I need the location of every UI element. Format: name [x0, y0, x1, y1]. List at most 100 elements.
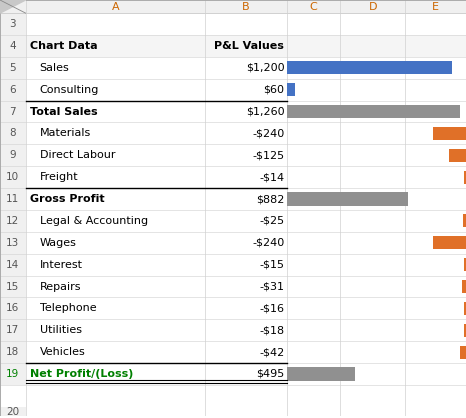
Text: -$25: -$25 — [259, 216, 284, 226]
Text: Utilities: Utilities — [40, 325, 82, 335]
Polygon shape — [0, 0, 26, 13]
Bar — [26, 13, 466, 35]
Text: Net Profit/(Loss): Net Profit/(Loss) — [30, 369, 134, 379]
Bar — [26, 166, 466, 188]
Bar — [433, 236, 466, 249]
Text: 10: 10 — [6, 172, 20, 182]
Bar — [0, 254, 26, 275]
Bar — [26, 79, 466, 101]
Bar — [460, 346, 466, 359]
Bar — [287, 83, 295, 96]
Bar — [0, 101, 26, 122]
Bar — [0, 298, 26, 319]
Text: -$42: -$42 — [259, 347, 284, 357]
Text: $1,200: $1,200 — [246, 63, 284, 73]
Bar — [0, 232, 26, 254]
Bar — [0, 188, 26, 210]
Bar — [0, 210, 26, 232]
Text: Total Sales: Total Sales — [30, 107, 98, 117]
Text: E: E — [432, 2, 439, 12]
Text: Repairs: Repairs — [40, 281, 81, 291]
Text: 8: 8 — [9, 128, 16, 138]
Bar — [0, 275, 26, 298]
Bar — [0, 0, 26, 13]
Text: 3: 3 — [9, 19, 16, 29]
Text: Telephone: Telephone — [40, 303, 96, 314]
Text: Legal & Accounting: Legal & Accounting — [40, 216, 148, 226]
Text: 15: 15 — [6, 281, 20, 291]
Bar — [0, 144, 26, 166]
Bar — [0, 79, 26, 101]
Text: -$16: -$16 — [259, 303, 284, 314]
Bar — [464, 302, 466, 315]
Bar — [0, 13, 26, 35]
Text: -$14: -$14 — [259, 172, 284, 182]
Bar — [287, 192, 408, 206]
Text: -$125: -$125 — [252, 150, 284, 160]
Bar — [464, 324, 466, 337]
Bar — [26, 35, 466, 57]
Bar — [464, 258, 466, 271]
Bar — [26, 319, 466, 341]
Text: Direct Labour: Direct Labour — [40, 150, 115, 160]
Bar — [0, 319, 26, 341]
Bar — [449, 149, 466, 162]
Text: $882: $882 — [256, 194, 284, 204]
Text: Chart Data: Chart Data — [30, 41, 98, 51]
Bar — [287, 61, 452, 74]
Bar — [0, 407, 26, 418]
Text: C: C — [309, 2, 317, 12]
Text: Sales: Sales — [40, 63, 69, 73]
Bar — [0, 122, 26, 144]
Text: Consulting: Consulting — [40, 85, 99, 94]
Text: 20: 20 — [6, 407, 20, 417]
Bar — [26, 254, 466, 275]
Bar — [287, 367, 355, 380]
Text: 19: 19 — [6, 369, 20, 379]
Bar — [26, 57, 466, 79]
Text: Materials: Materials — [40, 128, 91, 138]
Text: 9: 9 — [9, 150, 16, 160]
Bar — [26, 341, 466, 363]
Bar — [26, 144, 466, 166]
Text: -$240: -$240 — [252, 238, 284, 248]
Bar — [464, 171, 466, 184]
Text: 5: 5 — [9, 63, 16, 73]
Bar — [0, 57, 26, 79]
Text: Gross Profit: Gross Profit — [30, 194, 105, 204]
Bar — [0, 35, 26, 57]
Text: $495: $495 — [256, 369, 284, 379]
Text: 14: 14 — [6, 260, 20, 270]
Text: 4: 4 — [9, 41, 16, 51]
Bar — [26, 232, 466, 254]
Text: -$31: -$31 — [259, 281, 284, 291]
Text: 6: 6 — [9, 85, 16, 94]
Bar — [463, 214, 466, 227]
Bar — [0, 0, 466, 13]
Bar — [26, 188, 466, 210]
Text: A: A — [111, 2, 119, 12]
Bar — [0, 363, 26, 385]
Text: $60: $60 — [263, 85, 284, 94]
Bar — [0, 166, 26, 188]
Text: 7: 7 — [9, 107, 16, 117]
Bar — [26, 363, 466, 385]
Text: -$15: -$15 — [259, 260, 284, 270]
Bar — [26, 101, 466, 122]
Text: $1,260: $1,260 — [246, 107, 284, 117]
Text: P&L Values: P&L Values — [214, 41, 284, 51]
Bar — [26, 122, 466, 144]
Text: 16: 16 — [6, 303, 20, 314]
Text: -$240: -$240 — [252, 128, 284, 138]
Text: B: B — [242, 2, 250, 12]
Bar — [26, 298, 466, 319]
Bar — [462, 280, 466, 293]
Bar — [0, 341, 26, 363]
Text: 18: 18 — [6, 347, 20, 357]
Text: Vehicles: Vehicles — [40, 347, 85, 357]
Text: 13: 13 — [6, 238, 20, 248]
Text: Freight: Freight — [40, 172, 78, 182]
Text: -$18: -$18 — [259, 325, 284, 335]
Text: 17: 17 — [6, 325, 20, 335]
Bar — [287, 105, 460, 118]
